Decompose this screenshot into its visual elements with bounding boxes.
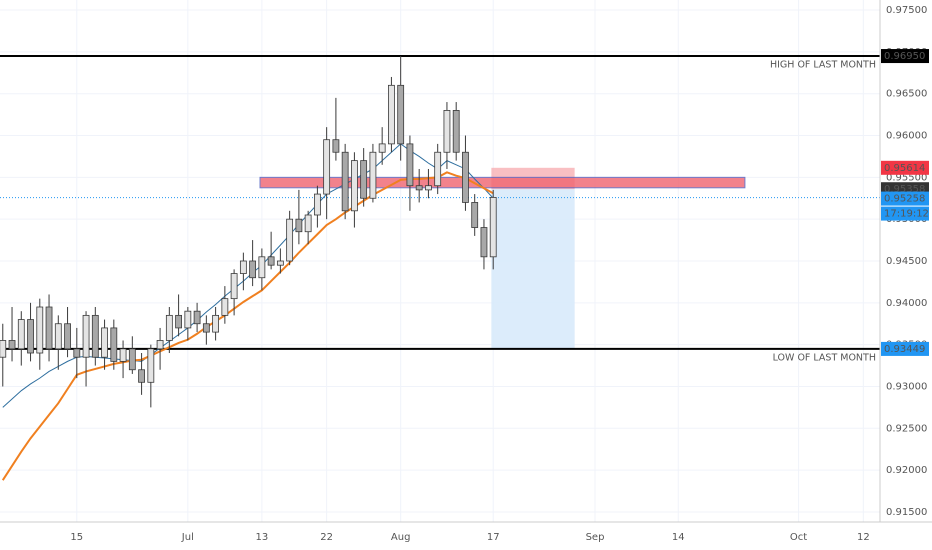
candle-body [165, 314, 173, 341]
candle-body [82, 314, 90, 358]
x-tick-label: 15 [70, 532, 83, 543]
candle-body [341, 151, 349, 212]
price-tag-label: 0.95614 [884, 163, 925, 174]
candle-body [406, 143, 414, 187]
candle-body [378, 143, 386, 153]
candle-body [101, 327, 108, 358]
target-area [491, 189, 575, 349]
candle-body [230, 273, 238, 300]
y-tick-label: 0.95500 [886, 172, 927, 183]
y-tick-label: 0.94000 [886, 298, 927, 309]
countdown-tag [881, 206, 929, 221]
x-tick-label: 17 [487, 532, 500, 543]
candle-body [286, 218, 294, 262]
candle-body [45, 306, 53, 350]
candle-body [452, 110, 460, 153]
price-tag-label: 0.95258 [884, 194, 925, 205]
y-tick-label: 0.92500 [886, 423, 927, 434]
candle-body [0, 340, 7, 358]
candle-body [434, 151, 442, 187]
candle-body [313, 193, 321, 216]
y-tick-label: 0.96500 [886, 89, 927, 100]
candle-body [388, 84, 395, 145]
price-tag-label: 0.96950 [884, 51, 925, 62]
price-tag [881, 160, 929, 175]
candle-body [119, 348, 127, 362]
candle-body [304, 214, 312, 233]
x-tick-label: Aug [391, 532, 411, 543]
candle-body [489, 197, 497, 258]
candle-body [351, 160, 358, 212]
price-tag-label: 0.95358 [884, 184, 925, 195]
candle-body [193, 310, 201, 325]
candle-body [239, 260, 247, 274]
candle-body [128, 348, 136, 371]
candle-body [156, 340, 164, 350]
candle-body [212, 314, 220, 333]
y-tick-label: 0.94500 [886, 256, 927, 267]
level-annotation: HIGH OF LAST MONTH [770, 60, 876, 71]
y-tick-label: 0.97500 [886, 5, 927, 16]
candle-body [295, 218, 303, 233]
candle-body [360, 160, 368, 199]
x-tick-label: Jul [181, 532, 194, 543]
candle-body [27, 319, 34, 354]
price-tag [881, 341, 929, 356]
candle-body [64, 323, 71, 350]
x-tick-label: Oct [790, 532, 807, 543]
candle-body [249, 260, 257, 279]
level-annotation: LOW OF LAST MONTH [773, 352, 876, 363]
candle-body [323, 139, 331, 195]
candle-body [415, 185, 423, 191]
candle-body [462, 151, 469, 203]
candle-body [36, 306, 44, 354]
candle-body [91, 314, 99, 358]
price-tag [881, 191, 929, 206]
candle-body [397, 84, 405, 145]
candle-body [221, 298, 229, 316]
candle-body [332, 139, 340, 153]
price-tag-label: 0.93449 [884, 344, 925, 355]
candle-body [267, 256, 275, 266]
candle-body [17, 319, 25, 350]
countdown-label: 17:19:12 [884, 209, 929, 220]
y-tick-label: 0.91500 [886, 507, 927, 518]
y-tick-label: 0.96000 [886, 131, 927, 142]
candle-body [8, 340, 16, 350]
resistance-zone [259, 176, 746, 189]
x-tick-label: 13 [256, 532, 269, 543]
candle-body [147, 348, 155, 383]
x-tick-label: 12 [857, 532, 870, 543]
candle-body [73, 348, 81, 358]
candle-body [471, 202, 479, 228]
candle-body [54, 323, 62, 350]
y-tick-label: 0.93000 [886, 381, 927, 392]
x-tick-label: Sep [586, 532, 605, 543]
candle-body [175, 314, 182, 329]
candle-body [258, 256, 266, 279]
candle-body [138, 369, 145, 383]
candle-body [369, 151, 377, 199]
candle-body [276, 260, 284, 266]
candle-body [480, 227, 488, 258]
candle-body [110, 327, 118, 362]
candle-body [425, 185, 432, 191]
x-tick-label: 22 [320, 532, 333, 543]
candle-body [443, 110, 451, 153]
candle-body [202, 323, 210, 333]
y-tick-label: 0.92000 [886, 465, 927, 476]
candle-body [184, 310, 192, 329]
x-tick-label: 14 [672, 532, 685, 543]
price-tag [881, 49, 929, 64]
